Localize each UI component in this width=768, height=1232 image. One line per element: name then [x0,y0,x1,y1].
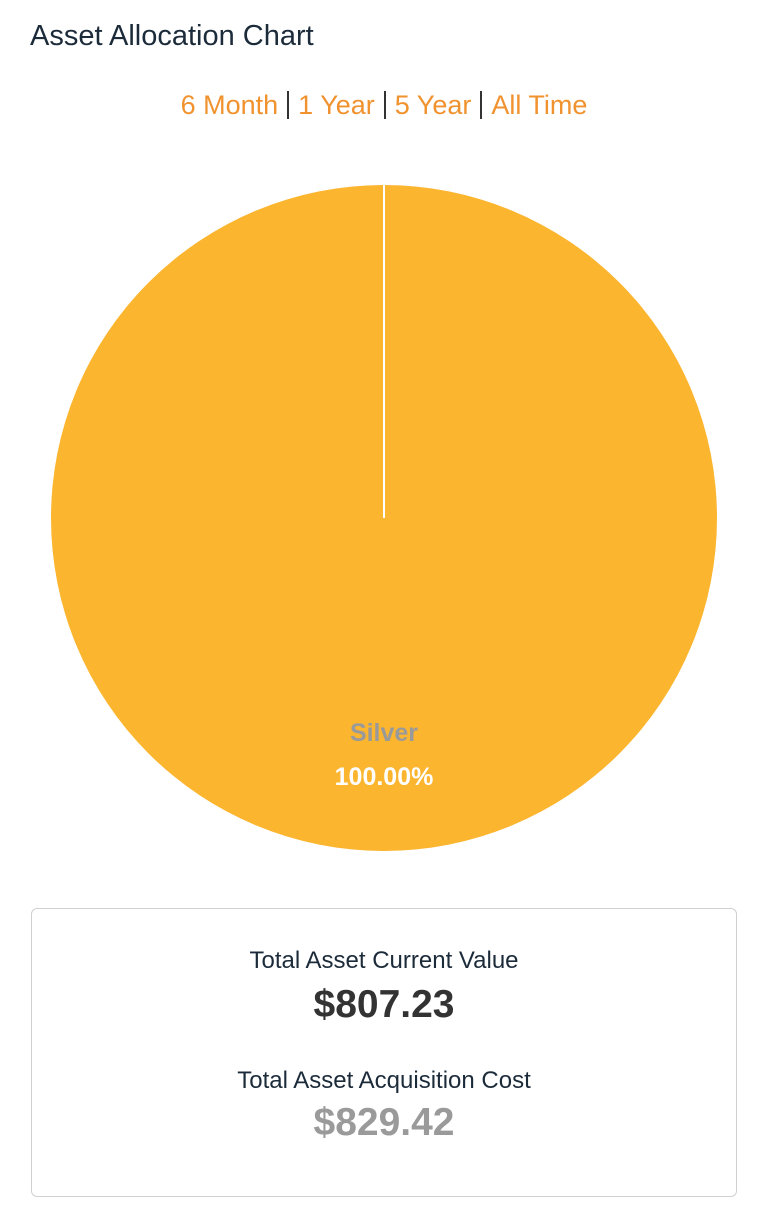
separator [287,91,290,119]
summary-value: $807.23 [313,983,455,1026]
period-link[interactable]: 1 Year [298,90,375,120]
period-tabs: 6 Month 1 Year 5 Year All Time [0,90,768,121]
separator [480,91,483,119]
summary-label: Total Asset Acquisition Cost [237,1067,531,1094]
slice-label: Silver [350,719,418,747]
period-link[interactable]: All Time [491,90,588,120]
separator [383,91,386,119]
page-title: Asset Allocation Chart [30,20,314,52]
slice-value-label: 100.00% [335,763,434,791]
summary-value: $829.42 [313,1101,455,1144]
period-link[interactable]: 6 Month [180,90,279,120]
summary-card: Total Asset Current Value $807.23 Total … [31,908,737,1197]
period-link[interactable]: 5 Year [394,90,472,120]
summary-label: Total Asset Current Value [249,947,519,974]
pie-chart: Silver 100.00% [51,185,717,851]
